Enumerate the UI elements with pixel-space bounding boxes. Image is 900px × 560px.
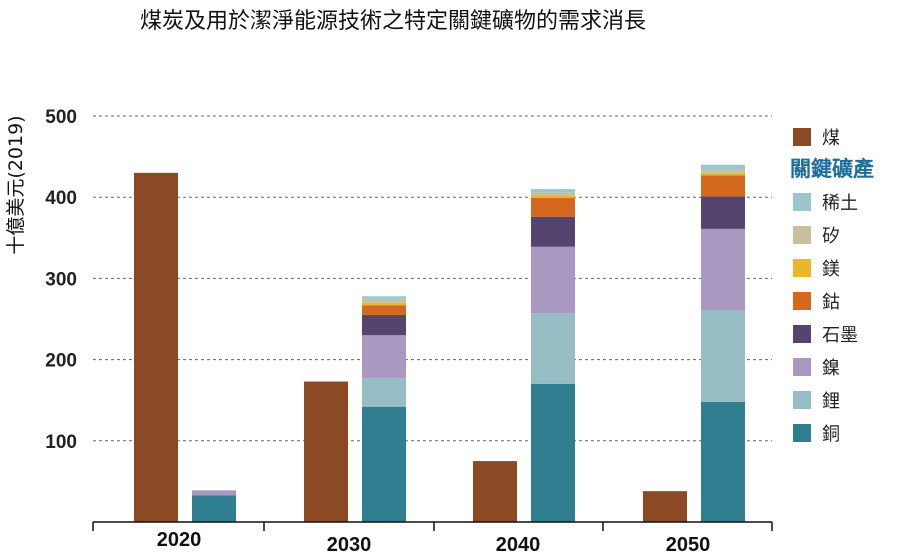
y-tick-label: 200 — [45, 351, 77, 372]
bar-segment-2030-6 — [362, 298, 406, 303]
legend-heading: 關鍵礦產 — [790, 157, 874, 181]
y-tick-label: 400 — [45, 188, 77, 209]
legend-swatch — [793, 358, 811, 376]
legend-swatch — [793, 391, 811, 409]
bar-coal-2050 — [643, 491, 687, 522]
bar-segment-2020-2 — [192, 490, 236, 496]
bars — [134, 164, 745, 522]
legend-swatch — [793, 259, 811, 277]
bar-segment-2030-0 — [362, 406, 406, 522]
y-axis-label: 十億美元(2019) — [5, 115, 27, 254]
chart-title: 煤炭及用於潔淨能源技術之特定關鍵礦物的需求消長 — [140, 9, 646, 34]
legend-swatch — [793, 193, 811, 211]
bar-segment-2040-2 — [531, 246, 575, 314]
x-tick-label: 2030 — [327, 534, 372, 556]
bar-coal-2020 — [134, 172, 178, 522]
legend-swatch-coal — [793, 128, 811, 146]
bar-segment-2050-5 — [701, 172, 745, 176]
bar-segment-2030-5 — [362, 302, 406, 306]
bar-segment-2050-7 — [701, 164, 745, 170]
y-tick-label: 100 — [45, 432, 77, 453]
y-tick-label: 500 — [45, 107, 77, 128]
bar-segment-2040-5 — [531, 195, 575, 199]
bar-coal-2030 — [304, 381, 348, 522]
bar-segment-2040-7 — [531, 189, 575, 193]
legend-label: 鎂 — [822, 259, 840, 280]
legend-label: 矽 — [822, 226, 840, 247]
bar-segment-2050-4 — [701, 175, 745, 197]
bar-segment-2050-3 — [701, 196, 745, 229]
x-tick-label: 2020 — [157, 529, 202, 551]
y-axis-ticks: 100 200 300 400 500 — [45, 107, 77, 453]
x-axis: 2020 2030 2040 2050 — [92, 521, 773, 556]
bar-segment-2040-4 — [531, 198, 575, 217]
bar-segment-2050-1 — [701, 310, 745, 402]
bar-segment-2050-2 — [701, 228, 745, 311]
legend-swatch — [793, 226, 811, 244]
legend-label: 鋰 — [822, 391, 840, 412]
bar-coal-2040 — [473, 461, 517, 522]
bar-segment-2030-2 — [362, 335, 406, 379]
legend-swatch — [793, 424, 811, 442]
legend-label: 鈷 — [822, 292, 840, 313]
legend-label: 銅 — [822, 424, 840, 445]
bar-segment-2020-0 — [192, 495, 236, 522]
bar-segment-2030-4 — [362, 305, 406, 315]
x-tick-label: 2040 — [496, 534, 541, 556]
bar-segment-2040-6 — [531, 192, 575, 196]
legend-swatch — [793, 292, 811, 310]
bar-segment-2040-1 — [531, 313, 575, 384]
bar-segment-2040-0 — [531, 383, 575, 522]
x-tick-label: 2050 — [666, 534, 711, 556]
bar-segment-2050-6 — [701, 169, 745, 173]
bar-segment-2030-3 — [362, 314, 406, 336]
legend-label: 鎳 — [822, 358, 840, 379]
legend-label: 石墨 — [822, 325, 858, 346]
bar-segment-2040-3 — [531, 216, 575, 247]
bar-segment-2030-1 — [362, 378, 406, 407]
legend-label: 稀土 — [822, 193, 858, 214]
gridlines — [93, 115, 772, 442]
y-tick-label: 300 — [45, 269, 77, 290]
bar-segment-2050-0 — [701, 401, 745, 522]
legend-swatch — [793, 325, 811, 343]
bar-segment-2030-7 — [362, 296, 406, 299]
legend-label-coal: 煤 — [822, 128, 840, 149]
